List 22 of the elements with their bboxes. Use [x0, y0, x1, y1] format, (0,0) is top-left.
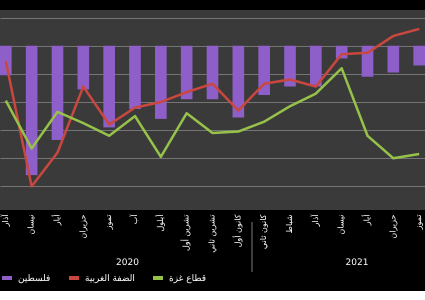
x-tick-label: أيار	[362, 214, 372, 226]
x-tick-label: تموز	[104, 214, 114, 230]
x-tick-label: شباط	[285, 214, 294, 234]
x-tick-label: حزيران	[388, 214, 398, 239]
legend-label: الضفة الغربية	[85, 274, 135, 284]
x-tick-label: تموز	[414, 214, 424, 230]
x-tick-label: كانون ثاني	[259, 214, 268, 250]
text: 2021	[346, 258, 368, 268]
x-tick-label: نيسان	[336, 214, 346, 235]
x-tick-label: كانون أول	[232, 214, 242, 248]
x-tick-label: آذار	[0, 214, 10, 228]
x-tick-label: حزيران	[78, 214, 88, 239]
x-tick-label: آذار	[310, 214, 320, 228]
x-tick-label: تشرين أول	[180, 214, 191, 252]
x-tick-label: أيار	[51, 214, 62, 226]
text: 2020	[116, 258, 140, 268]
legend-label: فلسطين	[18, 274, 50, 284]
x-tick-label: آب	[128, 214, 139, 224]
x-tick-label: تشرين ثاني	[208, 214, 216, 253]
x-tick-label: أيلول	[154, 214, 165, 232]
x-tick-label: نيسان	[26, 214, 36, 235]
legend-label: قطاع غزة	[169, 274, 206, 284]
